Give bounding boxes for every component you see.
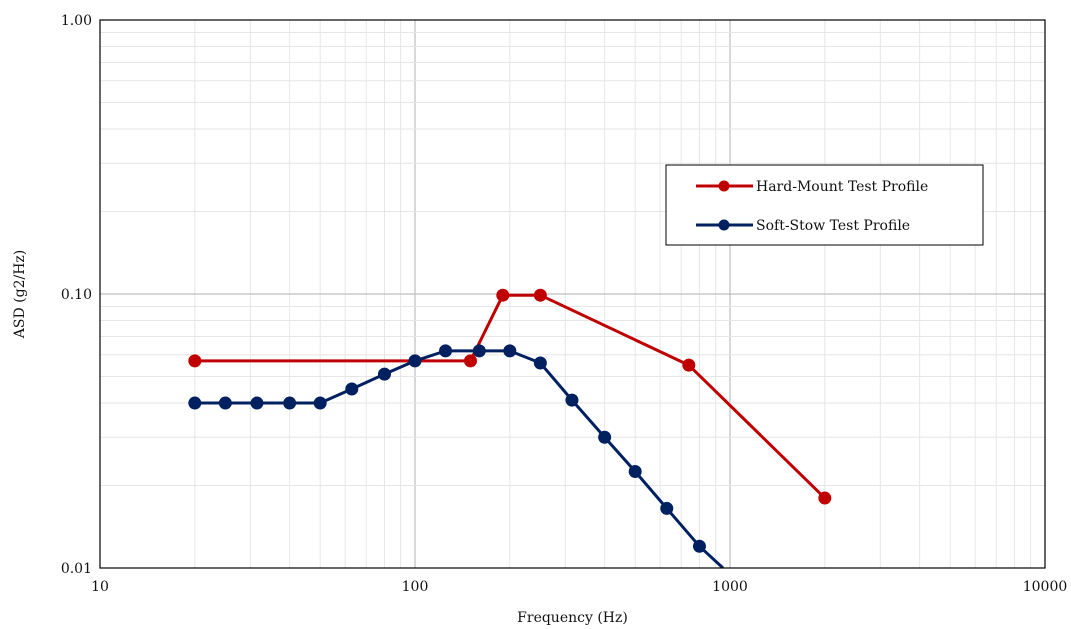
data-point bbox=[408, 354, 422, 368]
data-point bbox=[503, 344, 517, 358]
x-tick-label: 1000 bbox=[712, 579, 748, 595]
x-tick-labels: 10 100 1000 10000 bbox=[91, 579, 1067, 595]
data-point bbox=[218, 396, 232, 410]
data-point bbox=[463, 354, 477, 368]
y-tick-label: 0.10 bbox=[61, 287, 92, 303]
series-layer bbox=[188, 288, 832, 568]
data-point bbox=[660, 501, 674, 515]
legend-box bbox=[665, 164, 984, 246]
data-point bbox=[533, 288, 547, 302]
data-point bbox=[283, 396, 297, 410]
legend-marker-hard-mount bbox=[718, 180, 730, 192]
legend-marker-soft-stow bbox=[718, 219, 730, 231]
y-tick-label: 1.00 bbox=[61, 13, 92, 29]
legend: Hard-Mount Test Profile Soft-Stow Test P… bbox=[665, 164, 984, 246]
data-point bbox=[439, 344, 453, 358]
x-tick-label: 10 bbox=[91, 579, 109, 595]
data-point bbox=[472, 344, 486, 358]
y-tick-labels: 0.01 0.10 1.00 bbox=[61, 13, 92, 577]
data-point bbox=[345, 382, 359, 396]
data-point bbox=[628, 465, 642, 479]
series-soft-stow bbox=[188, 344, 724, 568]
data-point bbox=[313, 396, 327, 410]
data-point bbox=[377, 367, 391, 381]
x-tick-label: 100 bbox=[402, 579, 429, 595]
grid bbox=[100, 20, 1045, 568]
data-point bbox=[496, 288, 510, 302]
data-point bbox=[565, 393, 579, 407]
plot-frame bbox=[99, 19, 1046, 569]
legend-label-soft-stow: Soft-Stow Test Profile bbox=[756, 218, 910, 234]
y-axis-title: ASD (g2/Hz) bbox=[12, 250, 28, 339]
legend-label-hard-mount: Hard-Mount Test Profile bbox=[756, 179, 928, 195]
data-point bbox=[533, 356, 547, 370]
data-point bbox=[682, 358, 696, 372]
data-point bbox=[692, 539, 706, 553]
series-line bbox=[194, 293, 826, 500]
data-point bbox=[250, 396, 264, 410]
y-tick-label: 0.01 bbox=[61, 561, 92, 577]
data-point bbox=[818, 491, 832, 505]
x-axis-title: Frequency (Hz) bbox=[517, 610, 628, 626]
data-point bbox=[188, 396, 202, 410]
x-tick-label: 10000 bbox=[1023, 579, 1068, 595]
data-point bbox=[188, 354, 202, 368]
series-hard-mount bbox=[188, 288, 832, 505]
data-point bbox=[598, 430, 612, 444]
